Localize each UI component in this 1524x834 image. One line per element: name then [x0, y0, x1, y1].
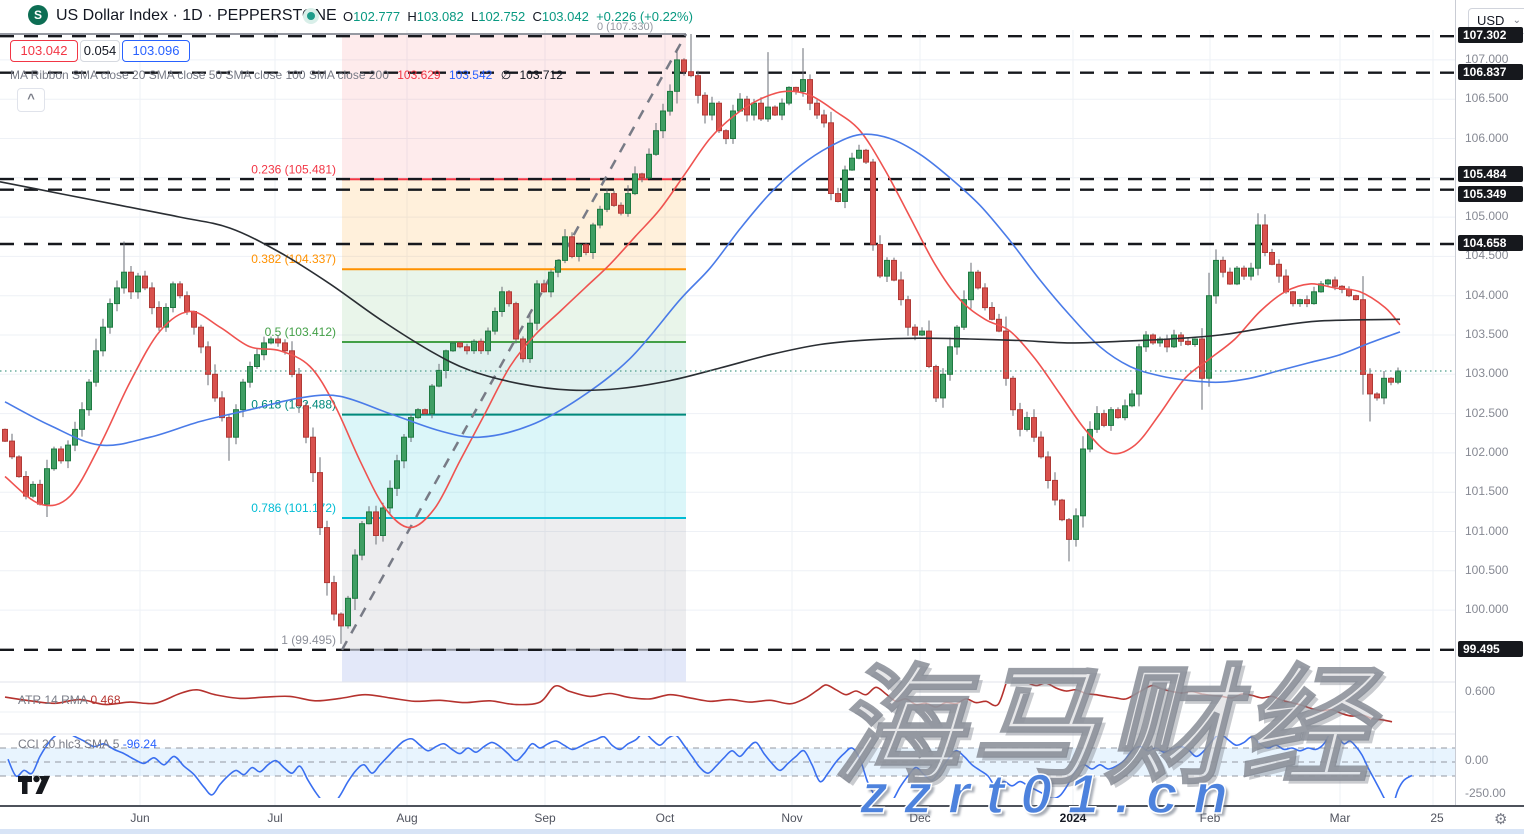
fib-label-0.382: 0.382 (104.337): [251, 252, 336, 266]
price-axis-label: 103.500: [1465, 327, 1509, 342]
sma200-line: [0, 181, 1401, 392]
low-value: 102.752: [478, 9, 526, 24]
atr-value: 0.468: [90, 693, 121, 707]
spread-value: 0.054: [80, 40, 120, 62]
fib-label-0.236: 0.236 (105.481): [251, 162, 336, 176]
chevron-down-icon: ⌄: [1512, 15, 1521, 26]
fib-label-0.5: 0.5 (103.412): [265, 325, 336, 339]
symbol-title[interactable]: US Dollar Index · 1D · PEPPERSTONE: [56, 7, 337, 25]
market-status-icon[interactable]: [303, 8, 319, 24]
high-value: 103.082: [416, 9, 464, 24]
price-axis[interactable]: USD ⌄ 107.000 106.500 106.000 105.000 104.50…: [1455, 0, 1524, 805]
ma-ribbon-title: MA Ribbon SMA close 20 SMA close 50 SMA …: [10, 68, 389, 82]
ma-ribbon-legend[interactable]: MA Ribbon SMA close 20 SMA close 50 SMA …: [10, 68, 568, 82]
cci-bottom-label: -250.00: [1465, 786, 1506, 800]
price-alert-label: 106.837: [1458, 63, 1523, 80]
price-axis-label: 107.000: [1465, 51, 1509, 66]
cci-legend[interactable]: CCI 20 hlc3 SMA 5 -96.24: [18, 737, 157, 751]
price-axis-label: 100.000: [1465, 602, 1509, 617]
atr-axis-label: 0.600: [1465, 684, 1496, 698]
open-value: 102.777: [353, 9, 401, 24]
price-axis-label: 106.000: [1465, 130, 1509, 145]
fib-label-0.786: 0.786 (101.172): [251, 501, 336, 515]
title-separator: ·: [172, 7, 178, 24]
currency-label: USD: [1477, 13, 1505, 28]
atr-legend[interactable]: ATR 14 RMA 0.468: [18, 693, 121, 707]
price-axis-label: 106.500: [1465, 91, 1509, 106]
price-alert-label: 99.495: [1458, 640, 1523, 657]
buy-price-button[interactable]: 103.096: [122, 40, 190, 62]
price-alert-label: 105.484: [1458, 166, 1523, 183]
tradingview-logo[interactable]: [17, 774, 51, 796]
low-label: L: [470, 9, 479, 24]
sma100-null-value: ∅: [500, 68, 512, 82]
time-axis-label-Feb: Feb: [1199, 811, 1221, 825]
time-axis-label-2024: 2024: [1059, 811, 1087, 825]
close-value: 103.042: [541, 9, 589, 24]
price-axis-label: 102.000: [1465, 444, 1509, 459]
sma50-line: [4, 133, 1401, 447]
close-label: C: [532, 9, 542, 24]
fib-label-0.618: 0.618 (102.488): [251, 398, 336, 412]
price-alert-label: 107.302: [1458, 27, 1523, 44]
price-axis-label: 103.000: [1465, 366, 1509, 381]
price-axis-label: 101.000: [1465, 523, 1509, 538]
trend-line[interactable]: [340, 33, 688, 651]
price-axis-label: 105.000: [1465, 209, 1509, 224]
symbol-logo[interactable]: S: [28, 5, 48, 25]
time-axis-label-Dec: Dec: [909, 811, 931, 825]
title-separator2: ·: [207, 7, 213, 24]
cci-title: CCI 20 hlc3 SMA 5: [18, 737, 120, 751]
cci-pane: [0, 736, 1455, 798]
alert-price-lines[interactable]: [0, 35, 1455, 651]
price-alert-label: 105.349: [1458, 185, 1523, 202]
sma200-value: 103.712: [519, 68, 563, 82]
price-axis-label: 102.500: [1465, 405, 1509, 420]
collapse-legend-button[interactable]: ^: [17, 88, 45, 112]
time-axis-label-25: 25: [1430, 811, 1444, 825]
price-axis-label: 100.500: [1465, 562, 1509, 577]
sma20-line: [4, 90, 1401, 529]
ma-ribbon-lines: [0, 90, 1401, 529]
settings-gear-icon[interactable]: ⚙: [1494, 811, 1508, 828]
candlestick-series: [2, 34, 1401, 644]
atr-pane: [4, 684, 1393, 723]
change-value: +0.226 (+0.22%): [596, 9, 693, 24]
sell-price-button[interactable]: 103.042: [10, 40, 78, 62]
cci-line: [7, 736, 1413, 798]
time-axis-separator: [0, 805, 1524, 807]
time-axis-label-Nov: Nov: [781, 811, 803, 825]
price-axis-label: 101.500: [1465, 484, 1509, 499]
atr-line: [4, 684, 1393, 723]
time-axis-label-Mar: Mar: [1329, 811, 1351, 825]
high-label: H: [407, 9, 417, 24]
time-axis-label-Aug: Aug: [396, 811, 418, 825]
price-axis-label: 104.500: [1465, 248, 1509, 263]
time-axis-label-Jul: Jul: [267, 811, 283, 825]
fib-label-1: 1 (99.495): [281, 633, 336, 647]
open-label: O: [343, 9, 354, 24]
symbol-name: US Dollar Index: [56, 7, 169, 24]
price-axis-label: 104.000: [1465, 287, 1509, 302]
timeframe-label[interactable]: 1D: [182, 7, 203, 24]
time-axis-label-Oct: Oct: [655, 811, 675, 825]
fib-level-0-label: 0 (107.330): [597, 21, 654, 33]
sma20-value: 103.629: [397, 68, 441, 82]
time-axis-label-Sep: Sep: [534, 811, 556, 825]
sma50-value: 103.542: [448, 68, 493, 82]
bottom-strip: [0, 829, 1524, 834]
cci-zero-label: 0.00: [1465, 753, 1489, 767]
price-alert-label: 104.658: [1458, 235, 1523, 252]
time-axis-label-Jun: Jun: [130, 811, 150, 825]
fib-retracement-zones[interactable]: 0.236 (105.481) 0.382 (104.337) 0.5 (103.4…: [0, 33, 686, 682]
ohlc-values: O102.777 H103.082 L102.752 C103.042 +0.2…: [343, 9, 693, 24]
cci-value: -96.24: [122, 737, 157, 751]
atr-title: ATR 14 RMA: [18, 693, 88, 707]
